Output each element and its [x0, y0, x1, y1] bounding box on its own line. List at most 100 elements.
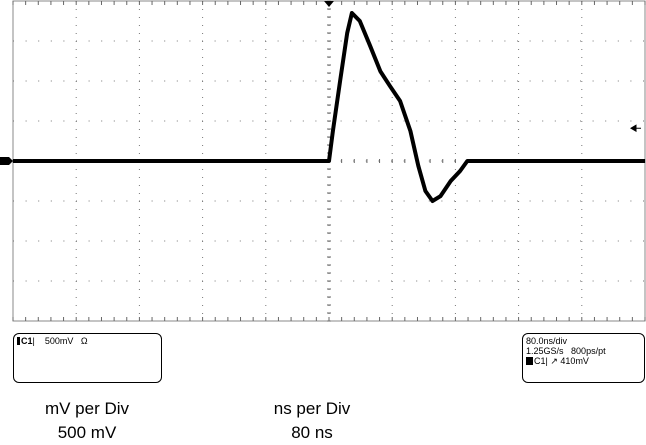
grid-dot	[189, 120, 191, 122]
grid-dot	[265, 225, 267, 226]
grid-dot	[617, 240, 619, 242]
grid-dot	[265, 257, 267, 258]
grid-dot	[75, 33, 77, 34]
grid-dot	[479, 80, 481, 82]
grid-dot	[580, 80, 581, 82]
grid-dot	[518, 121, 520, 122]
grid-dot	[542, 240, 544, 242]
grid-dot	[265, 313, 267, 314]
grid-dot	[25, 280, 27, 282]
grid-dot	[75, 113, 77, 114]
grid-dot	[252, 80, 254, 82]
grid-dot	[239, 120, 241, 122]
grid-dot	[138, 257, 140, 258]
grid-dot	[202, 273, 204, 274]
resolution: 800ps/pt	[571, 346, 606, 356]
grid-dot	[518, 249, 520, 250]
grid-dot	[75, 145, 77, 146]
grid-dot	[239, 80, 241, 82]
grid-dot	[38, 240, 40, 242]
grid-dot	[617, 200, 619, 202]
grid-dot	[518, 233, 520, 234]
grid-dot	[202, 249, 204, 250]
grid-dot	[454, 33, 456, 34]
grid-dot	[454, 200, 455, 202]
grid-dot	[101, 40, 103, 42]
grid-dot	[138, 17, 140, 18]
grid-dot	[138, 105, 140, 106]
grid-dot	[454, 113, 456, 114]
grid-dot	[454, 9, 456, 10]
grid-dot	[176, 80, 178, 82]
grid-dot	[391, 241, 393, 242]
grid-dot	[581, 177, 583, 178]
grid-dot	[391, 81, 393, 82]
grid-dot	[454, 193, 456, 194]
grid-dot	[101, 280, 103, 282]
volts-caption-label: mV per Div	[44, 399, 130, 418]
grid-dot	[454, 217, 456, 218]
grid-dot	[518, 257, 520, 258]
grid-dot	[391, 201, 393, 202]
grid-dot	[466, 80, 468, 82]
grid-dot	[13, 80, 14, 82]
grid-dot	[202, 257, 204, 258]
grid-dot	[403, 240, 405, 242]
grid-dot	[580, 120, 581, 122]
grid-dot	[202, 80, 203, 82]
grid-dot	[504, 240, 506, 242]
grid-dot	[239, 40, 241, 42]
grid-dot	[265, 169, 267, 170]
grid-dot	[581, 289, 583, 290]
grid-dot	[38, 80, 40, 82]
grid-dot	[454, 265, 456, 266]
grid-dot	[75, 249, 77, 250]
grid-dot	[214, 80, 216, 82]
grid-dot	[126, 280, 128, 282]
grid-dot	[76, 120, 77, 122]
grid-dot	[138, 185, 140, 186]
grid-dot	[518, 185, 520, 186]
grid-dot	[581, 297, 583, 298]
grid-dot	[466, 120, 468, 122]
grid-dot	[567, 280, 569, 282]
grid-dot	[290, 80, 292, 82]
grid-dot	[466, 240, 468, 242]
grid-dot	[138, 249, 140, 250]
grid-dot	[441, 40, 443, 42]
grid-dot	[290, 200, 292, 202]
grid-dot	[50, 280, 52, 282]
grid-dot	[454, 240, 455, 242]
grid-dot	[581, 281, 583, 282]
grid-dot	[454, 105, 456, 106]
grid-dot	[504, 120, 506, 122]
grid-dot	[466, 280, 468, 282]
grid-dot	[138, 57, 140, 58]
grid-dot	[454, 80, 455, 82]
grid-dot	[202, 33, 204, 34]
grid-dot	[227, 240, 229, 242]
grid-dot	[391, 9, 393, 10]
grid-dot	[101, 240, 103, 242]
grid-dot	[391, 185, 393, 186]
grid-dot	[138, 153, 140, 154]
grid-dot	[567, 240, 569, 242]
grid-dot	[63, 200, 65, 202]
grid-dot	[138, 73, 140, 74]
grid-dot	[518, 217, 520, 218]
grid-dot	[454, 249, 456, 250]
grid-dot	[592, 120, 594, 122]
grid-dot	[113, 120, 115, 122]
grid-dot	[138, 9, 140, 10]
volts-per-div: 500mV	[44, 336, 74, 346]
grid-dot	[315, 80, 317, 82]
grid-dot	[50, 40, 52, 42]
grid-dot	[202, 89, 204, 90]
grid-dot	[454, 40, 455, 42]
grid-dot	[214, 200, 216, 202]
grid-dot	[151, 40, 153, 42]
grid-dot	[202, 40, 203, 42]
grid-dot	[214, 120, 216, 122]
grid-dot	[391, 33, 393, 34]
grid-dot	[202, 297, 204, 298]
